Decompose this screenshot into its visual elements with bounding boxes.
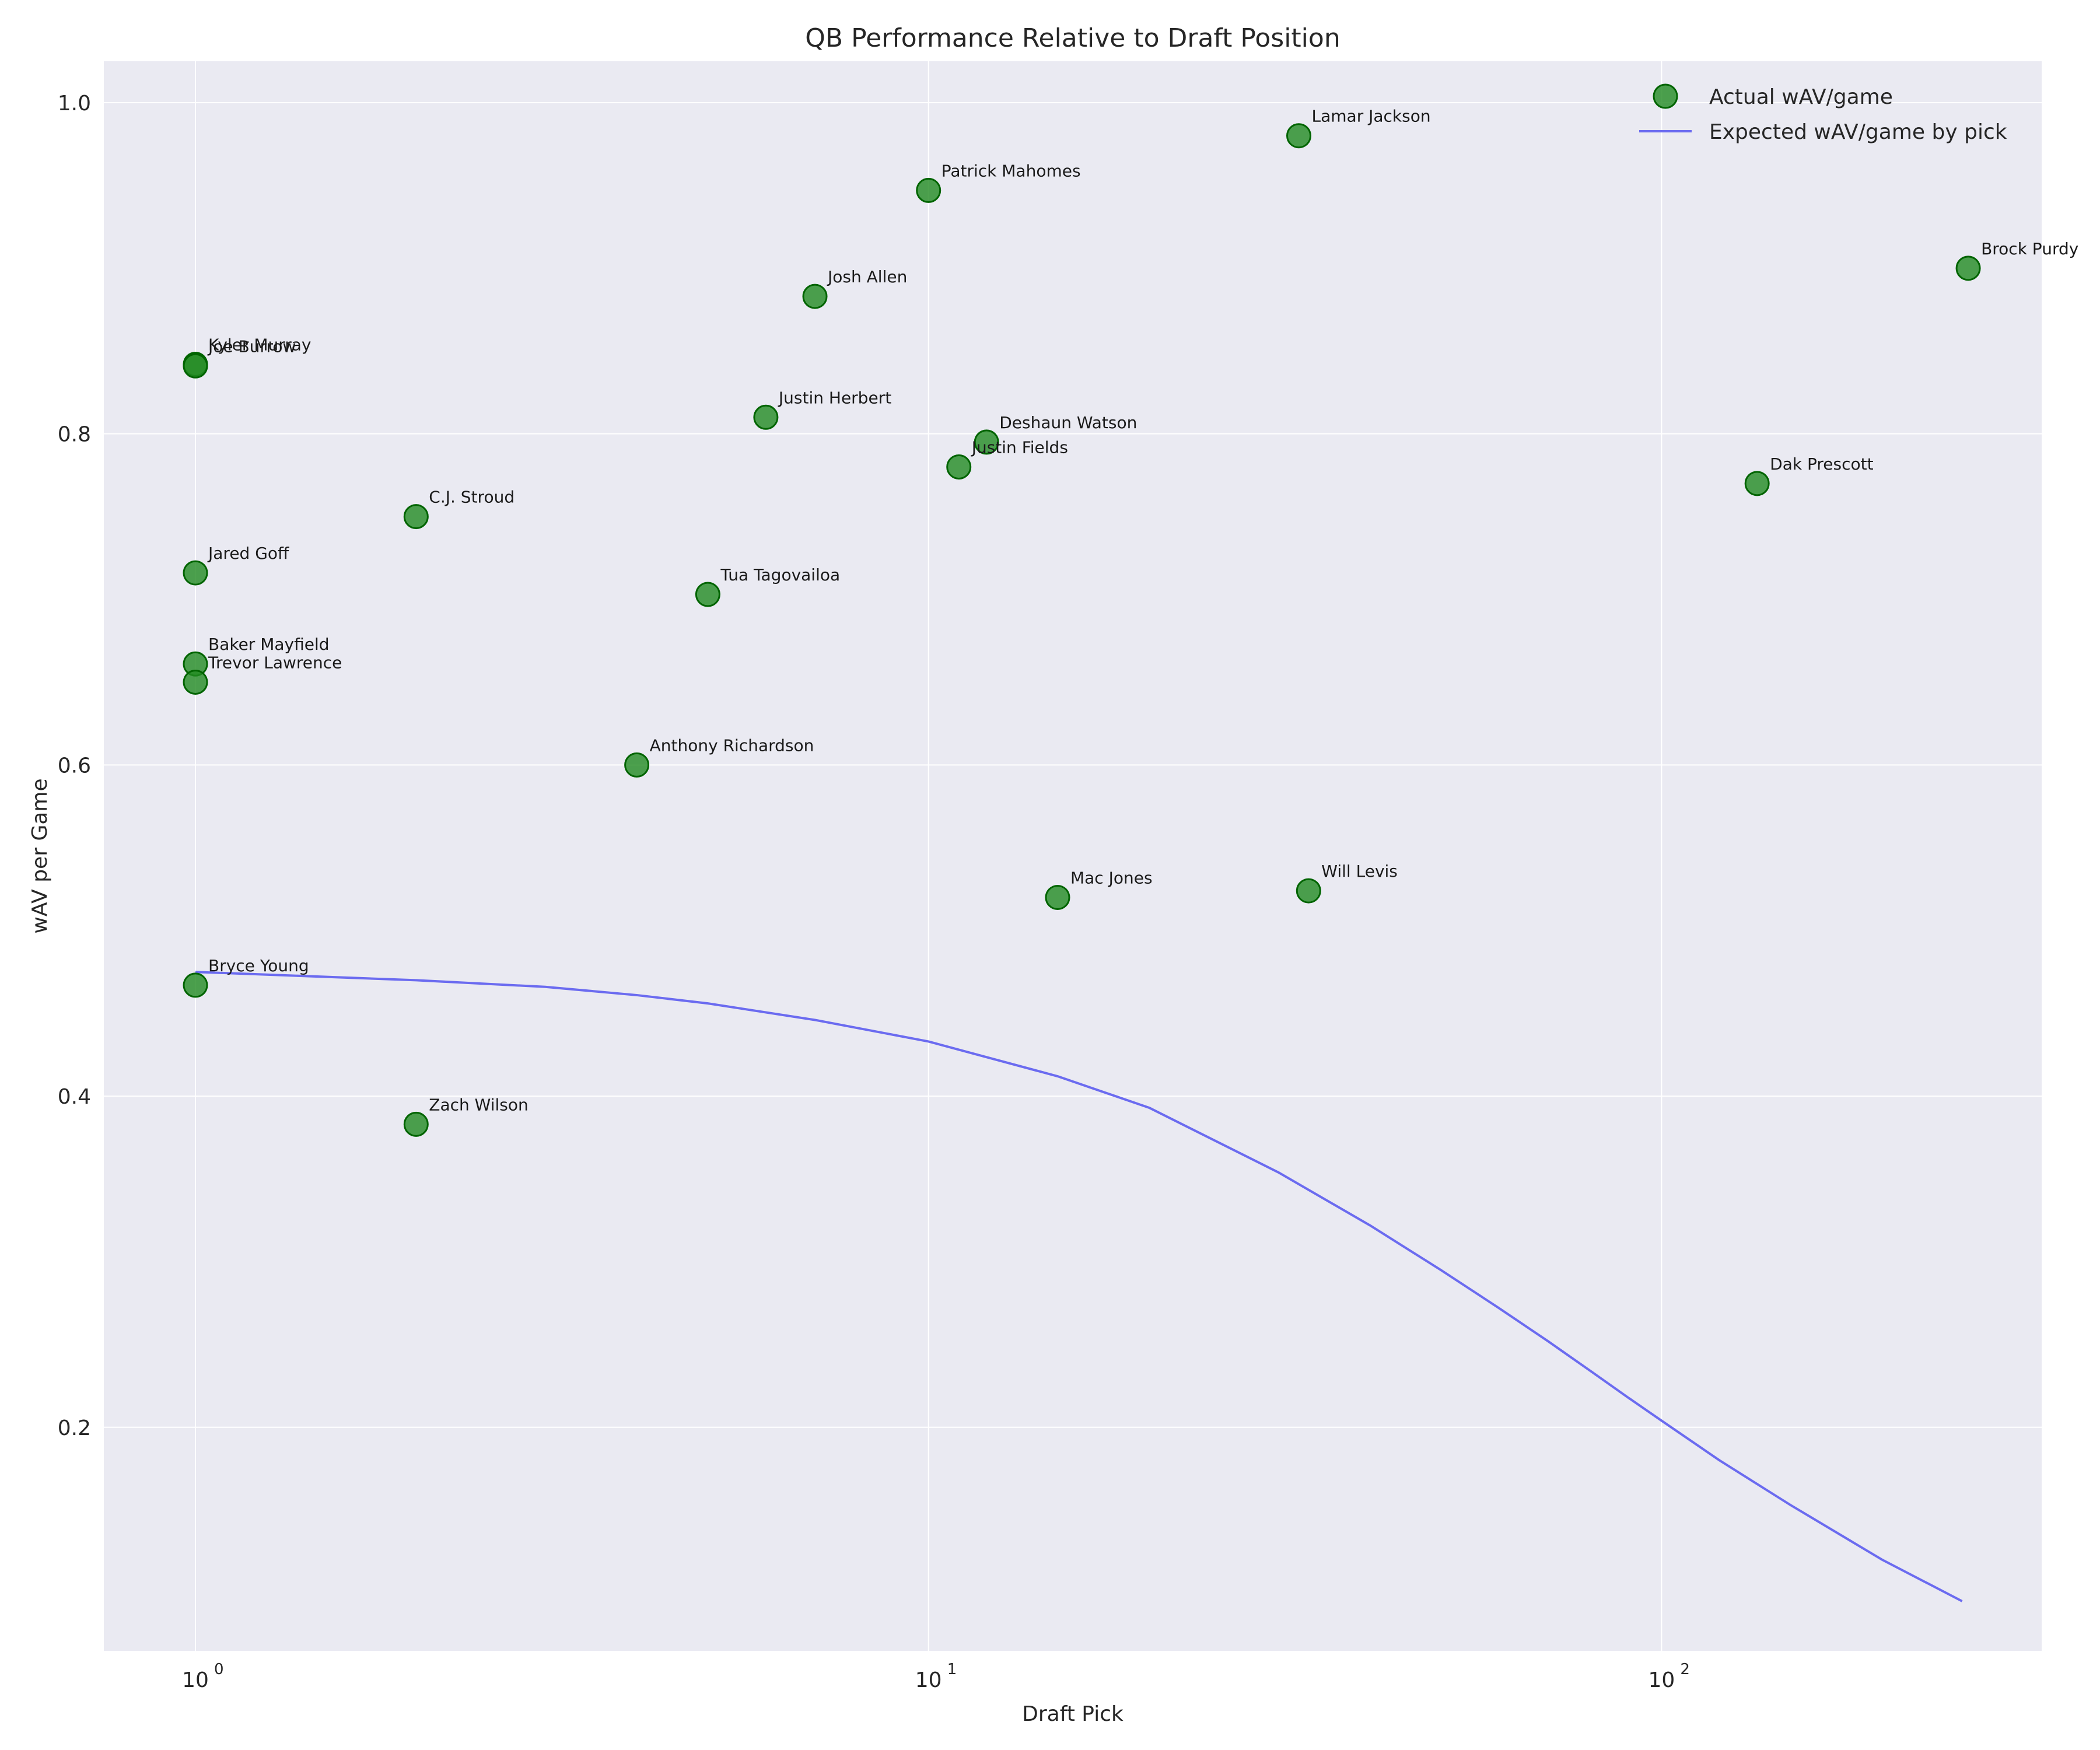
data-point [1045,884,1070,910]
legend-label: Actual wAV/game [1709,85,1893,109]
data-point-label: Justin Fields [971,438,1068,457]
data-point [1955,256,1981,281]
x-tick-exponent: 0 [214,1661,224,1678]
data-point-label: Brock Purdy [1981,239,2078,258]
data-point [1286,123,1312,149]
grid-lines [104,61,2042,1651]
legend-marker-icon [1653,83,1678,109]
data-point [183,560,208,586]
y-tick-label: 0.4 [58,1085,91,1109]
data-point-label: Lamar Jackson [1312,107,1431,126]
data-point-label: Dak Prescott [1770,454,1873,474]
data-point [1296,878,1321,904]
data-point-label: Joe Burrow [207,337,296,356]
data-point [183,353,208,379]
data-point-label: Patrick Mahomes [942,161,1081,180]
data-point-label: Tua Tagovailoa [720,565,840,584]
y-tick-label: 0.2 [58,1416,91,1440]
data-point-label: Mac Jones [1070,868,1153,887]
chart-title: QB Performance Relative to Draft Positio… [805,23,1340,53]
data-point [974,429,999,455]
data-point [695,582,720,607]
data-point-label: Anthony Richardson [650,736,814,755]
data-point [403,504,429,530]
data-point [183,972,208,998]
data-point [183,669,208,695]
legend: Actual wAV/game Expected wAV/game by pick [1639,83,2007,144]
expected-series-layer [195,971,1963,1602]
data-point [916,177,942,203]
expected-wav-line [195,971,1963,1602]
data-point-label: Will Levis [1321,862,1398,881]
data-point-label: Justin Herbert [778,388,891,407]
x-tick-label: 10 [915,1668,942,1692]
data-point-label: Josh Allen [827,267,907,286]
data-point [403,1111,429,1137]
scatter-points-layer [183,123,1981,1137]
data-point [753,404,779,430]
x-tick-label: 10 [1648,1668,1675,1692]
data-point-label: Baker Mayfield [208,635,330,654]
x-tick-label: 10 [182,1668,209,1692]
x-axis-title: Draft Pick [1022,1702,1124,1726]
data-point [802,284,828,309]
data-point-label: Deshaun Watson [999,413,1137,432]
data-point [946,454,972,480]
x-tick-exponent: 2 [1680,1661,1690,1678]
data-point-label: Trevor Lawrence [208,653,342,672]
data-point-label: Kyler Murray [208,335,311,354]
data-point-label: C.J. Stroud [429,488,514,507]
y-tick-label: 1.0 [58,92,91,116]
point-labels-layer: Lamar Jackson Patrick Mahomes Brock Purdy J… [207,107,2078,1115]
x-tick-exponent: 1 [947,1661,957,1678]
data-point-label: Jared Goff [207,544,289,563]
legend-label: Expected wAV/game by pick [1709,120,2007,144]
data-point-label: Bryce Young [208,956,309,975]
data-point [1744,471,1770,496]
data-point-label: Zach Wilson [429,1095,528,1114]
tick-labels-layer: 10 0 10 1 10 2 0.2 0.4 0.6 0.8 1.0 [58,92,1690,1692]
data-point [624,752,650,778]
y-axis-title: wAV per Game [28,778,52,933]
plot-area [104,61,2042,1651]
y-tick-label: 0.8 [58,423,91,447]
y-tick-label: 0.6 [58,754,91,778]
